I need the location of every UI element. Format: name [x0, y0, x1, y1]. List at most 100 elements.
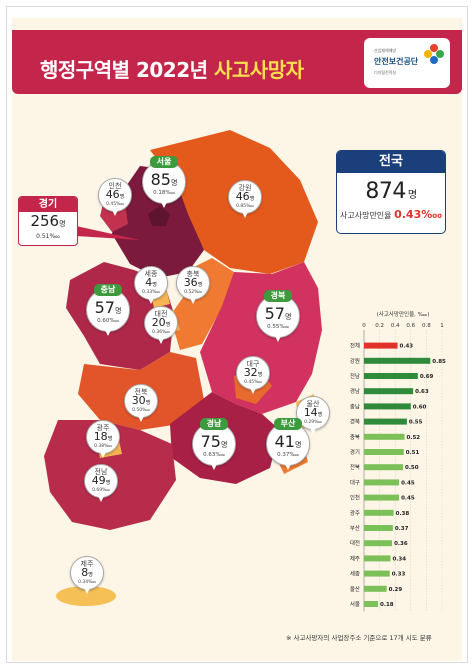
region-count-unit: 명 [145, 400, 151, 406]
region-rate-unit: ‱ [116, 202, 124, 207]
data-label: 0.52 [407, 435, 421, 441]
region-count-value: 75 [200, 432, 221, 451]
region-count-unit: 명 [284, 313, 292, 321]
marker-tail [137, 414, 145, 422]
data-label: 0.60 [413, 404, 427, 410]
region-count-value: 46 [105, 188, 120, 201]
region-rate-unit: ‱ [152, 290, 160, 295]
data-label: 0.34 [393, 556, 407, 562]
category-label: 대전 [350, 539, 360, 547]
region-rate-unit: ‱ [102, 488, 110, 493]
region-count-unit: 명 [170, 179, 178, 187]
region-rate-unit: ‱ [104, 444, 112, 449]
marker-tail [249, 386, 257, 394]
region-rate-unit: ‱ [246, 204, 254, 209]
data-label: 0.38 [396, 511, 410, 517]
category-label: 울산 [350, 585, 360, 593]
region-count-unit: 명 [220, 441, 228, 449]
region-rate-value: 0.85 [236, 204, 247, 209]
region-name: 경남 [200, 418, 228, 430]
region-count: 46명 [98, 189, 132, 203]
page-title: 행정구역별 2022년 사고사망자 [40, 54, 304, 83]
region-rate: 0.45‱ [236, 380, 270, 385]
bar [364, 479, 400, 486]
region-count-unit: 명 [152, 282, 157, 288]
bar [364, 540, 393, 547]
region-count-unit: 명 [114, 307, 122, 315]
chart-title: (사고사망만인율, ‱) [377, 310, 430, 318]
region-marker-jeju: 제주 8명 0.34‱ [70, 556, 104, 596]
national-count: 874 명 [337, 179, 445, 204]
region-count: 57명 [256, 305, 300, 326]
region-count: 41명 [266, 433, 310, 454]
region-rate-unit: ‱ [88, 580, 96, 585]
category-label: 전체 [350, 342, 360, 350]
national-rate-value: 0.43 [394, 208, 422, 221]
marker-circle [84, 464, 118, 498]
bar [364, 388, 414, 395]
marker-tail [284, 462, 292, 470]
category-label: 충북 [350, 433, 360, 441]
gyeonggi-count-unit: 명 [59, 220, 66, 228]
marker-circle [176, 266, 210, 300]
bar [364, 418, 407, 425]
region-rate: 0.36‱ [144, 330, 178, 335]
region-marker-chungnam: 충남 57명 0.60‱ [86, 284, 130, 338]
data-label: 0.45 [401, 480, 415, 486]
region-marker-gyeongnam: 경남 75명 0.63‱ [192, 418, 236, 472]
bar [364, 449, 404, 455]
rate-bar-chart-svg: (사고사망만인율, ‱) 0 0.2 0.4 0.6 0.8 1 전체 0.43 강원 0.85 전남… [350, 310, 446, 612]
x-tick-label: 0.2 [375, 323, 384, 329]
region-count: 75명 [192, 433, 236, 454]
gyeonggi-callout-pointer [76, 226, 140, 240]
gyeonggi-count: 256명 [19, 212, 77, 233]
region-count-unit: 명 [294, 441, 302, 449]
region-jeju [56, 586, 116, 606]
region-count: 30명 [124, 395, 158, 409]
marker-tail [210, 462, 218, 470]
category-label: 대구 [350, 478, 360, 486]
region-name: 대전 [154, 310, 168, 318]
data-label: 0.51 [406, 450, 420, 456]
region-count-value: 49 [91, 474, 106, 487]
region-marker-gangwon: 강원 46명 0.85‱ [228, 180, 262, 220]
region-rate: 0.55‱ [256, 324, 300, 330]
region-rate: 0.37‱ [266, 452, 310, 458]
marker-circle [228, 180, 262, 214]
region-rate: 0.34‱ [70, 580, 104, 585]
region-rate-value: 0.52 [184, 290, 195, 295]
region-count-value: 8 [81, 566, 89, 579]
bar [364, 403, 411, 410]
region-count-unit: 명 [197, 282, 203, 288]
region-rate-unit: ‱ [279, 324, 289, 330]
region-count-unit: 명 [317, 412, 323, 418]
gyeonggi-rate: 0.51‱ [19, 233, 77, 240]
region-count: 57명 [86, 299, 130, 320]
marker-circle [144, 306, 178, 340]
marker-tail [99, 450, 107, 458]
region-rate-value: 0.45 [106, 202, 117, 207]
region-rate-unit: ‱ [194, 290, 202, 295]
region-rate: 0.29‱ [296, 420, 330, 425]
region-name: 경북 [264, 290, 292, 302]
region-rate: 0.50‱ [124, 408, 158, 413]
marker-circle [236, 356, 270, 390]
marker-circle [70, 556, 104, 590]
category-label: 제주 [350, 554, 360, 562]
region-name: 세종 [144, 270, 158, 278]
region-marker-daegu: 대구 32명 0.45‱ [236, 356, 270, 396]
data-label: 0.63 [415, 389, 429, 395]
region-count-value: 57 [94, 298, 115, 317]
region-count-value: 4 [145, 276, 153, 289]
marker-tail [147, 296, 155, 304]
logo-small-text: 산업재해예방 [374, 48, 397, 53]
bar [364, 585, 387, 592]
marker-tail [274, 334, 282, 342]
region-marker-seoul: 서울 85명 0.18‱ [142, 156, 186, 210]
category-label: 세종 [350, 570, 360, 578]
category-label: 경남 [350, 387, 360, 395]
region-rate-unit: ‱ [109, 318, 119, 324]
region-count-value: 41 [274, 432, 295, 451]
region-count-unit: 명 [119, 194, 125, 200]
region-name: 서울 [150, 156, 178, 168]
